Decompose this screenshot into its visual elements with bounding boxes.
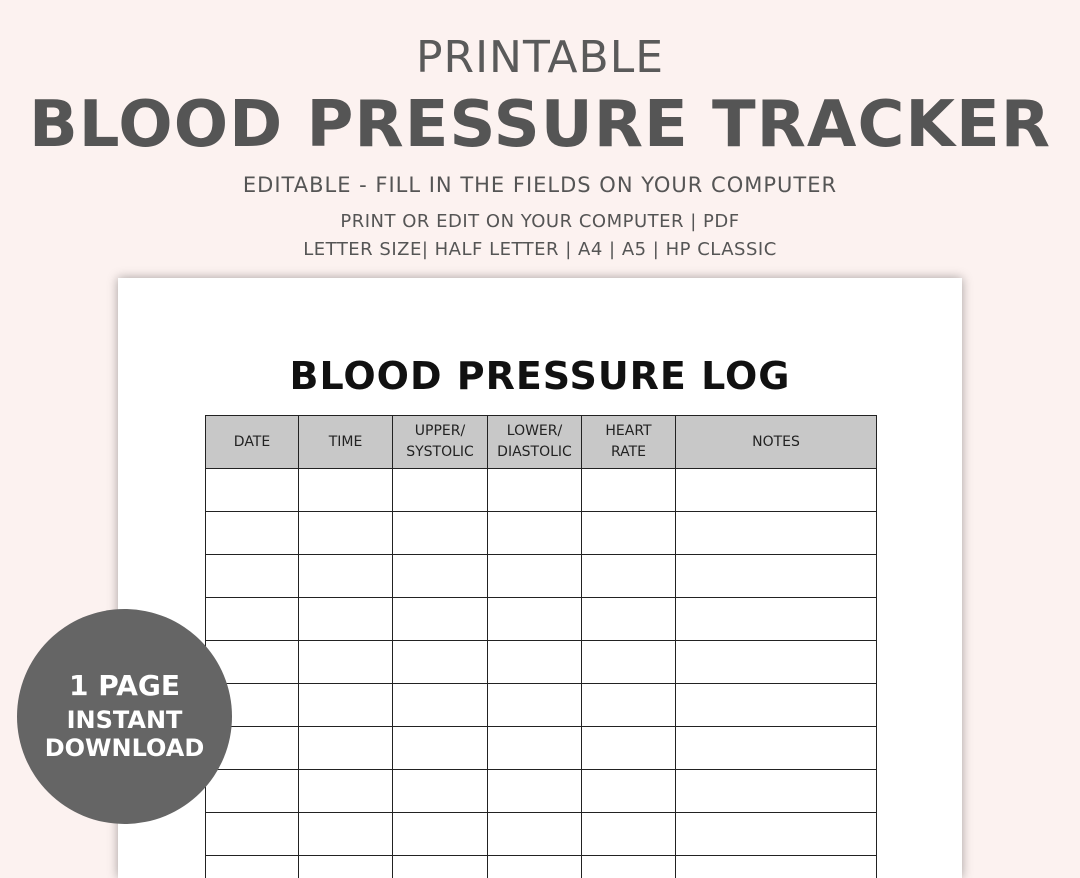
table-cell bbox=[676, 727, 877, 770]
format-line-1: PRINT OR EDIT ON YOUR COMPUTER | PDF bbox=[0, 211, 1080, 232]
table-cell bbox=[582, 813, 676, 856]
table-row bbox=[206, 856, 877, 878]
instant-download-badge: 1 PAGE INSTANT DOWNLOAD bbox=[17, 609, 232, 824]
badge-line-2: INSTANT bbox=[17, 706, 232, 734]
table-cell bbox=[206, 813, 299, 856]
table-row bbox=[206, 512, 877, 555]
table-cell bbox=[393, 684, 488, 727]
column-header: DATE bbox=[206, 416, 299, 469]
table-cell bbox=[206, 856, 299, 878]
table-cell bbox=[206, 770, 299, 813]
table-cell bbox=[582, 727, 676, 770]
table-cell bbox=[299, 727, 393, 770]
table-cell bbox=[676, 684, 877, 727]
subtitle: EDITABLE - FILL IN THE FIELDS ON YOUR CO… bbox=[0, 173, 1080, 197]
table-cell bbox=[676, 770, 877, 813]
table-cell bbox=[582, 555, 676, 598]
table-cell bbox=[582, 684, 676, 727]
table-cell bbox=[488, 469, 582, 512]
table-cell bbox=[488, 770, 582, 813]
format-line-2: LETTER SIZE| HALF LETTER | A4 | A5 | HP … bbox=[0, 239, 1080, 260]
table-cell bbox=[299, 770, 393, 813]
table-cell bbox=[676, 512, 877, 555]
column-header-line: DIASTOLIC bbox=[488, 442, 581, 463]
column-header: NOTES bbox=[676, 416, 877, 469]
column-header-line: SYSTOLIC bbox=[393, 442, 487, 463]
table-cell bbox=[488, 856, 582, 878]
table-cell bbox=[299, 813, 393, 856]
table-cell bbox=[393, 512, 488, 555]
table-cell bbox=[488, 727, 582, 770]
table-row bbox=[206, 555, 877, 598]
log-title: BLOOD PRESSURE LOG bbox=[118, 354, 962, 398]
table-cell bbox=[488, 813, 582, 856]
table-cell bbox=[299, 598, 393, 641]
table-cell bbox=[582, 512, 676, 555]
table-cell bbox=[488, 598, 582, 641]
badge-line-3: DOWNLOAD bbox=[17, 734, 232, 762]
column-header: LOWER/DIASTOLIC bbox=[488, 416, 582, 469]
table-cell bbox=[582, 641, 676, 684]
table-cell bbox=[393, 813, 488, 856]
table-cell bbox=[488, 684, 582, 727]
table-cell bbox=[488, 641, 582, 684]
table-cell bbox=[488, 555, 582, 598]
table-row bbox=[206, 598, 877, 641]
table-cell bbox=[676, 555, 877, 598]
table-cell bbox=[582, 856, 676, 878]
table-cell bbox=[206, 598, 299, 641]
table-cell bbox=[582, 469, 676, 512]
table-cell bbox=[206, 555, 299, 598]
table-cell bbox=[299, 469, 393, 512]
table-cell bbox=[676, 641, 877, 684]
table-cell bbox=[299, 856, 393, 878]
table-cell bbox=[299, 512, 393, 555]
table-row bbox=[206, 727, 877, 770]
column-header: TIME bbox=[299, 416, 393, 469]
column-header-line: RATE bbox=[582, 442, 675, 463]
table-row bbox=[206, 813, 877, 856]
table-cell bbox=[393, 469, 488, 512]
table-cell bbox=[299, 555, 393, 598]
table-cell bbox=[582, 770, 676, 813]
table-cell bbox=[676, 856, 877, 878]
column-header-line: NOTES bbox=[676, 432, 876, 453]
table-cell bbox=[676, 469, 877, 512]
column-header-line: UPPER/ bbox=[393, 421, 487, 442]
table-cell bbox=[299, 641, 393, 684]
table-row bbox=[206, 770, 877, 813]
column-header-line: TIME bbox=[299, 432, 392, 453]
column-header: UPPER/SYSTOLIC bbox=[393, 416, 488, 469]
table-cell bbox=[393, 727, 488, 770]
pretitle: PRINTABLE bbox=[0, 32, 1080, 83]
column-header-line: DATE bbox=[206, 432, 298, 453]
table-cell bbox=[582, 598, 676, 641]
table-cell bbox=[393, 770, 488, 813]
table-cell bbox=[299, 684, 393, 727]
table-row bbox=[206, 641, 877, 684]
table-cell bbox=[676, 813, 877, 856]
table-row bbox=[206, 684, 877, 727]
column-header-line: LOWER/ bbox=[488, 421, 581, 442]
main-title: BLOOD PRESSURE TRACKER bbox=[0, 88, 1080, 162]
table-cell bbox=[393, 641, 488, 684]
table-cell bbox=[206, 512, 299, 555]
table-cell bbox=[488, 512, 582, 555]
table-cell bbox=[393, 856, 488, 878]
table-cell bbox=[676, 598, 877, 641]
badge-line-1: 1 PAGE bbox=[17, 669, 232, 702]
table-cell bbox=[206, 469, 299, 512]
table-row bbox=[206, 469, 877, 512]
table-cell bbox=[393, 598, 488, 641]
column-header-line: HEART bbox=[582, 421, 675, 442]
table-cell bbox=[393, 555, 488, 598]
